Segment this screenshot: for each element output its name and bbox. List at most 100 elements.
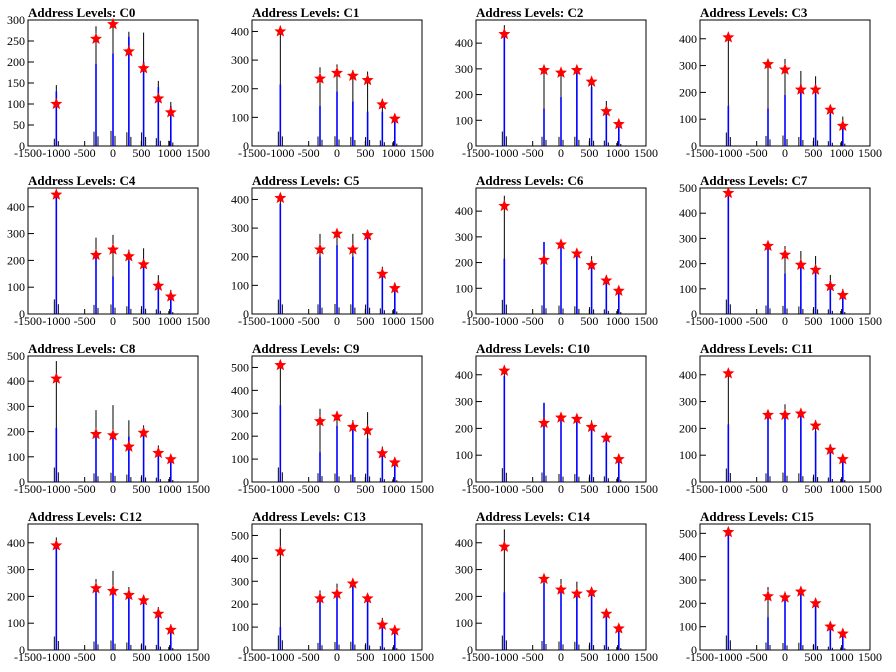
peak-marker [778, 63, 792, 75]
x-tick-label: 500 [804, 482, 822, 496]
x-tick-label: 500 [356, 314, 374, 328]
panel-title: Address Levels: C8 [28, 341, 136, 356]
y-tick-label: 200 [7, 253, 25, 267]
y-tick-label: 400 [231, 24, 249, 38]
x-tick-label: -1000 [266, 650, 294, 664]
peak-marker [537, 253, 551, 266]
peak-marker [824, 443, 837, 455]
peak-marker [600, 431, 613, 443]
peak-marker [761, 239, 775, 252]
y-tick-label: 200 [231, 82, 249, 96]
peak-marker [376, 98, 389, 110]
panel-title: Address Levels: C13 [252, 509, 366, 524]
y-tick-label: 200 [679, 596, 697, 610]
y-tick-label: 100 [455, 281, 473, 295]
y-tick-label: 250 [7, 34, 25, 48]
panel-c2: Address Levels: C2 0 100 200 300 400 -1500 -100… [455, 5, 658, 160]
peak-marker [50, 372, 63, 384]
x-tick-label: -1500 [14, 482, 42, 496]
peak-marker [164, 623, 177, 635]
x-tick-label: 500 [356, 146, 374, 160]
peak-marker [50, 97, 63, 110]
y-tick-label: 100 [231, 110, 249, 124]
x-tick-label: -500 [746, 482, 768, 496]
x-tick-label: -500 [74, 314, 96, 328]
y-tick-label: 0 [691, 643, 697, 657]
peak-marker [164, 290, 177, 302]
y-tick-label: 400 [679, 206, 697, 220]
peak-marker [836, 452, 849, 465]
y-tick-label: 100 [679, 448, 697, 462]
x-tick-label: -500 [522, 314, 544, 328]
y-tick-label: 0 [19, 475, 25, 489]
peak-marker [376, 618, 389, 630]
peak-marker [570, 587, 583, 599]
y-tick-label: 400 [679, 550, 697, 564]
peak-marker [836, 119, 849, 131]
x-tick-label: 1500 [410, 146, 434, 160]
y-tick-label: 200 [455, 421, 473, 435]
y-tick-label: 400 [455, 36, 473, 50]
y-tick-label: 0 [19, 643, 25, 657]
panel-title: Address Levels: C7 [700, 173, 808, 188]
x-tick-label: 500 [580, 314, 598, 328]
peak-marker [585, 586, 598, 598]
x-tick-label: -1500 [686, 314, 714, 328]
x-tick-label: 1500 [410, 482, 434, 496]
peak-marker [498, 540, 511, 552]
x-tick-label: -1000 [42, 482, 70, 496]
peak-marker [361, 424, 374, 436]
y-tick-label: 0 [243, 139, 249, 153]
panel-c15: Address Levels: C15 0 100 200 300 400 500 -1500… [679, 509, 882, 664]
x-tick-label: 1000 [606, 650, 630, 664]
x-tick-label: -1000 [490, 314, 518, 328]
peak-marker [122, 440, 135, 452]
x-tick-label: 0 [782, 482, 788, 496]
y-tick-label: 0 [243, 643, 249, 657]
peak-marker [836, 288, 849, 301]
x-tick-label: -500 [522, 146, 544, 160]
x-tick-label: 1500 [634, 314, 658, 328]
x-tick-label: 1500 [410, 650, 434, 664]
y-tick-label: 200 [455, 256, 473, 270]
panel-c7: Address Levels: C70100200300400500-1500-… [679, 173, 882, 328]
y-tick-label: 400 [7, 536, 25, 550]
y-tick-label: 0 [691, 307, 697, 321]
peak-marker [388, 281, 401, 294]
x-tick-label: -1500 [238, 482, 266, 496]
y-tick-label: 50 [13, 118, 25, 132]
y-tick-label: 300 [231, 406, 249, 420]
x-tick-label: 1000 [830, 482, 854, 496]
panel-c5: Address Levels: C5 0 100 200 300 400 -1500 -100… [231, 173, 434, 328]
x-tick-label: -1000 [42, 314, 70, 328]
peak-marker [361, 73, 374, 86]
x-tick-label: 1000 [158, 146, 182, 160]
x-tick-label: 500 [804, 314, 822, 328]
y-tick-label: 100 [231, 452, 249, 466]
y-tick-label: 400 [455, 368, 473, 382]
peak-marker [612, 622, 625, 634]
peak-marker [836, 627, 849, 639]
peak-marker [106, 429, 120, 441]
x-tick-label: 500 [132, 146, 150, 160]
x-tick-label: 1000 [830, 146, 854, 160]
x-tick-label: -500 [522, 650, 544, 664]
peak-marker [330, 587, 344, 599]
peak-marker [612, 452, 625, 465]
x-tick-label: -500 [298, 650, 320, 664]
y-tick-label: 200 [679, 85, 697, 99]
x-tick-label: 0 [558, 482, 564, 496]
peak-marker [722, 186, 735, 199]
y-tick-label: 300 [455, 230, 473, 244]
x-tick-label: 1000 [606, 146, 630, 160]
x-tick-label: 0 [334, 146, 340, 160]
y-tick-label: 300 [455, 395, 473, 409]
x-tick-label: -500 [298, 314, 320, 328]
y-tick-label: 300 [679, 573, 697, 587]
peak-marker [612, 284, 625, 296]
y-tick-label: 100 [679, 620, 697, 634]
x-tick-label: -500 [746, 314, 768, 328]
y-tick-label: 100 [679, 282, 697, 296]
peak-marker [50, 188, 63, 200]
y-tick-label: 300 [679, 231, 697, 245]
